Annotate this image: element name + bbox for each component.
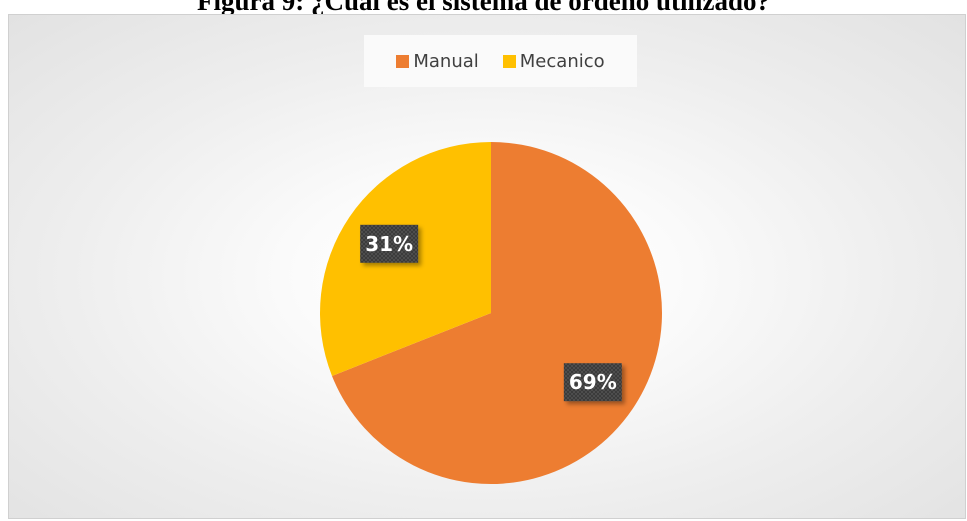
figure-caption: Figura 9: ¿Cuál es el sistema de ordeño … [197, 0, 770, 16]
data-label-box [360, 224, 419, 263]
legend-item-mecanico: Mecanico [502, 50, 605, 72]
data-label-manual: 69% [563, 363, 622, 402]
legend-label-manual: Manual [413, 50, 479, 72]
data-label-mecanico: 31% [360, 224, 419, 263]
legend-label-mecanico: Mecanico [519, 50, 605, 72]
data-label-text: 69% [569, 370, 617, 394]
data-label-box [563, 363, 622, 402]
data-label-text: 31% [365, 232, 413, 256]
legend-swatch-mecanico [502, 54, 516, 68]
legend-swatch-manual [396, 54, 410, 68]
legend-item-manual: Manual [396, 50, 479, 72]
pie-chart: 69% 31% [319, 142, 662, 484]
legend: Manual Mecanico [364, 35, 637, 87]
chart-area: Manual Mecanico 69% 31% [8, 14, 966, 519]
